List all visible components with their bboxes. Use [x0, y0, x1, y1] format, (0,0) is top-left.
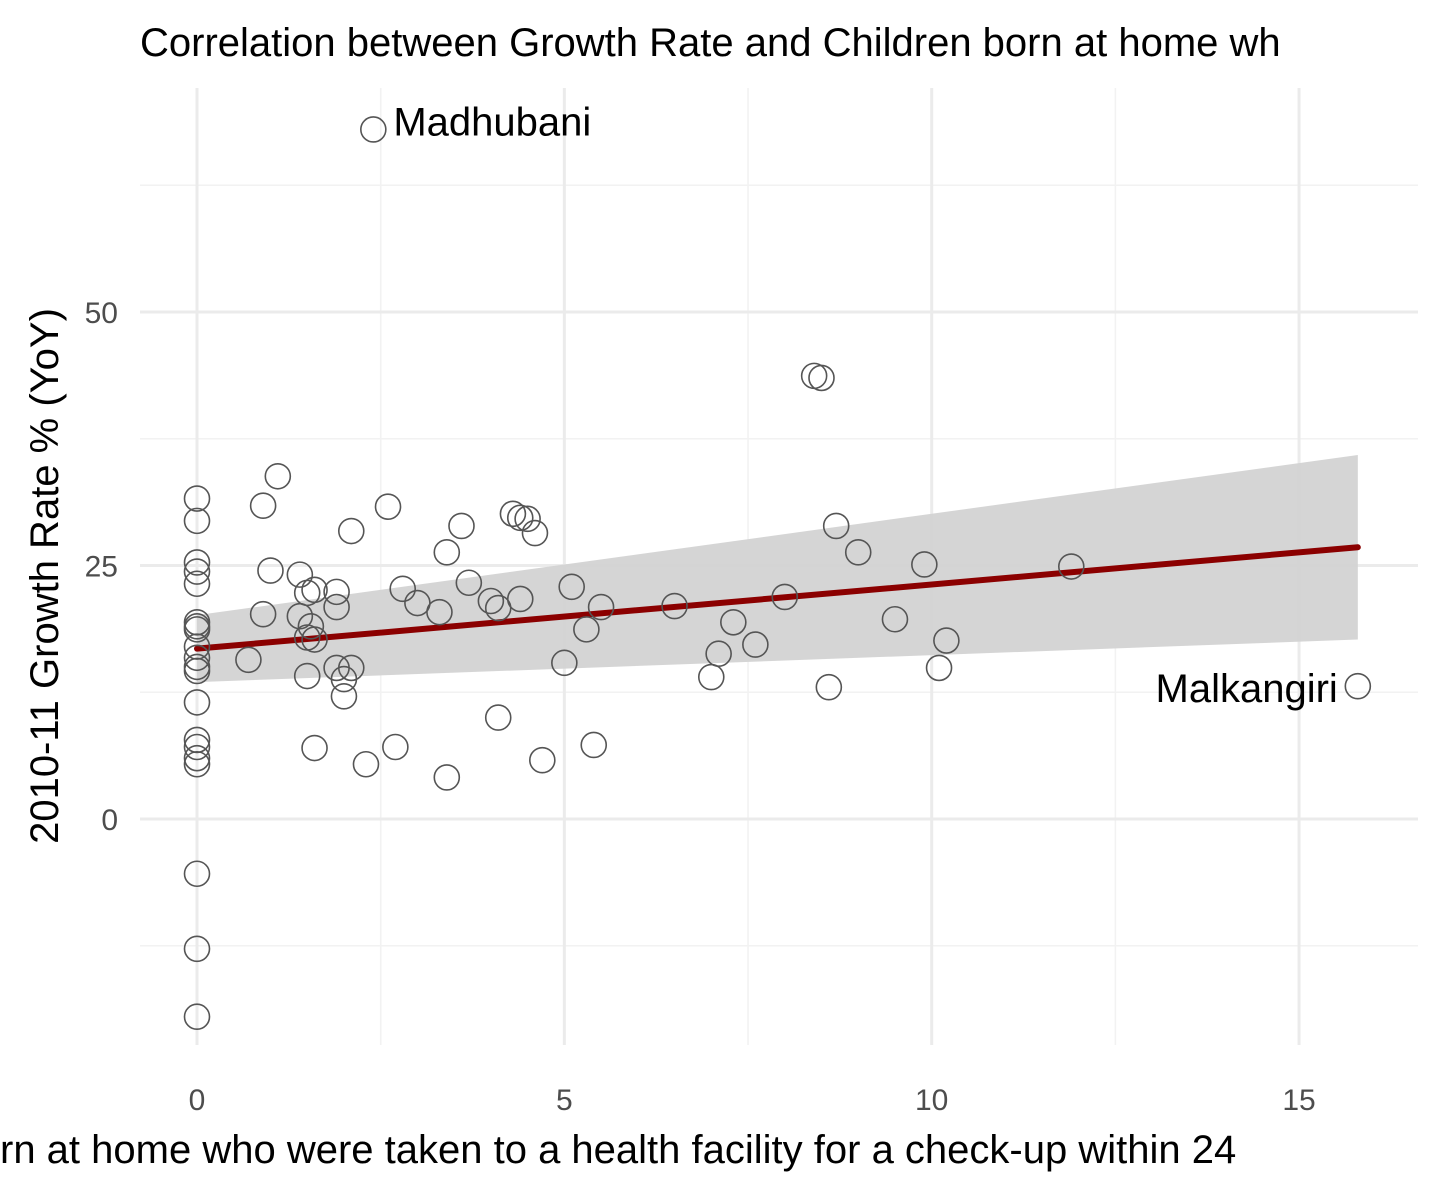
data-point [661, 592, 688, 620]
data-point [301, 576, 328, 604]
data-point [374, 493, 402, 520]
data-point [881, 605, 909, 633]
data-point [183, 558, 211, 585]
y-tick-label: 50 [85, 297, 118, 330]
data-point [183, 935, 211, 963]
data-point [573, 616, 600, 643]
data-point [286, 561, 314, 588]
data-point [433, 764, 461, 791]
data-point [1057, 553, 1085, 580]
data-point [587, 593, 615, 621]
data-point [323, 578, 350, 606]
confidence-band-group [197, 454, 1358, 683]
data-point [1344, 672, 1372, 700]
data-point [433, 539, 461, 566]
data-point [506, 504, 534, 532]
x-tick-label: 0 [189, 1084, 206, 1117]
fit-line-group [194, 544, 1361, 652]
data-point [580, 731, 608, 759]
data-point [297, 613, 325, 640]
x-axis-tick-labels: 0 5 10 15 [189, 1084, 1316, 1117]
data-point [448, 512, 475, 540]
x-tick-label: 5 [556, 1084, 573, 1117]
data-point [183, 689, 211, 716]
data-point [249, 600, 277, 628]
data-point [521, 519, 549, 547]
y-tick-label: 0 [101, 804, 118, 837]
data-point [477, 587, 505, 615]
data-point [771, 583, 799, 611]
data-point [183, 744, 211, 772]
data-point [301, 626, 328, 653]
data-point [183, 860, 211, 888]
y-axis-tick-labels: 0 25 50 [85, 297, 118, 837]
data-point [183, 750, 211, 778]
data-point [257, 557, 284, 584]
data-point [183, 644, 211, 672]
data-point [293, 662, 321, 690]
data-point [235, 646, 262, 674]
point-label: Malkangiri [1156, 667, 1338, 711]
data-point [330, 683, 358, 710]
y-axis-title: 2010-11 Growth Rate % (YoY) [23, 308, 67, 844]
data-point [697, 663, 725, 691]
data-point [183, 616, 211, 643]
regression-line [194, 544, 1361, 652]
data-point [382, 733, 409, 761]
point-label: Madhubani [393, 100, 591, 144]
data-point [499, 500, 527, 528]
data-point [514, 505, 541, 533]
data-point [808, 364, 835, 392]
data-point [183, 733, 211, 761]
data-point [455, 569, 483, 597]
data-point [529, 746, 556, 774]
data-point [426, 598, 453, 626]
data-point [183, 1003, 211, 1031]
confidence-band [197, 454, 1358, 683]
data-point [558, 573, 585, 601]
data-point [360, 116, 387, 143]
data-point [506, 585, 534, 613]
data-point [705, 640, 732, 668]
data-point [551, 649, 578, 677]
data-point [742, 631, 769, 658]
data-point [323, 593, 350, 621]
data-point [352, 750, 380, 778]
point-annotations: Madhubani Malkangiri [393, 100, 1337, 711]
data-point [264, 462, 292, 490]
data-points-group [183, 116, 1372, 1031]
data-point [183, 570, 211, 598]
data-point [249, 492, 277, 519]
data-point [389, 575, 417, 603]
y-tick-label: 25 [85, 551, 118, 584]
data-point [822, 512, 850, 540]
data-point [484, 704, 512, 731]
data-point [183, 549, 211, 576]
data-point [844, 539, 872, 566]
data-point [301, 734, 328, 762]
data-point [183, 657, 211, 685]
data-point [183, 485, 211, 512]
x-tick-label: 15 [1282, 1084, 1315, 1117]
x-tick-label: 10 [915, 1084, 948, 1117]
x-axis-title: rn at home who were taken to a health fa… [0, 1128, 1236, 1172]
data-point [337, 517, 365, 545]
data-point [720, 608, 747, 636]
data-point [933, 627, 960, 654]
data-point [911, 551, 938, 578]
data-point [337, 654, 365, 682]
data-point [183, 507, 211, 535]
data-point [815, 673, 843, 701]
data-point [925, 654, 953, 682]
chart-title: Correlation between Growth Rate and Chil… [140, 21, 1281, 65]
